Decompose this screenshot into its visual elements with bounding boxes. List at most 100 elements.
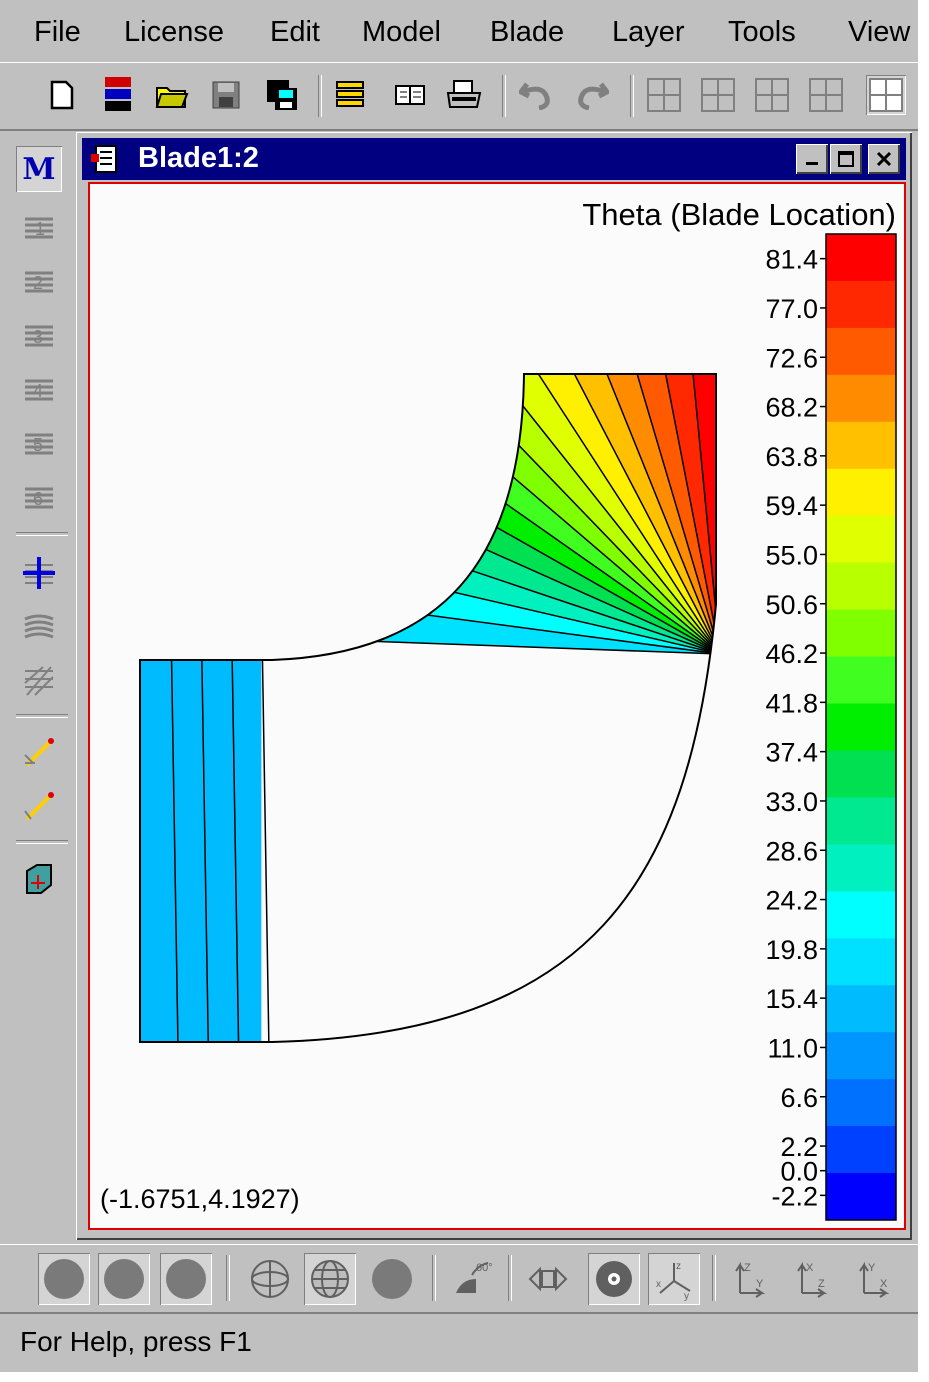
legend-label: 15.4 <box>765 984 818 1014</box>
legend-label: 6.6 <box>780 1083 818 1113</box>
legend-label: 24.2 <box>765 886 818 916</box>
new-file-button[interactable] <box>42 75 82 115</box>
center-button[interactable] <box>588 1253 640 1305</box>
layer-6-button[interactable]: 6 <box>16 476 62 522</box>
maximize-icon <box>838 151 854 167</box>
sphere-4-button[interactable] <box>366 1253 418 1305</box>
legend-swatch <box>826 750 896 798</box>
contour-line <box>260 583 272 1042</box>
shading-button[interactable]: 60° <box>446 1253 498 1305</box>
view-yx-icon: YX <box>859 1261 890 1298</box>
import-dat-iges-button[interactable] <box>98 75 138 115</box>
axes-icon: z x y <box>656 1261 691 1301</box>
report-button[interactable] <box>390 75 430 115</box>
window-layout-4-button[interactable] <box>806 75 846 115</box>
save-all-button[interactable] <box>262 75 302 115</box>
legend-label: 28.6 <box>765 836 818 866</box>
undo-button[interactable] <box>516 75 556 115</box>
open-button[interactable] <box>152 75 192 115</box>
minimize-icon <box>806 162 818 165</box>
menu-license[interactable]: License <box>124 16 224 48</box>
maximize-button[interactable] <box>830 144 862 174</box>
contour-plot-area[interactable]: Theta (Blade Location) 81.4 77.0 72.6 68.2 6… <box>88 182 906 1230</box>
svg-text:x: x <box>656 1279 661 1290</box>
contour-line <box>140 374 716 655</box>
layer-3-icon: 3 <box>25 325 53 347</box>
save-disk-icon <box>212 81 240 109</box>
draw-2-button[interactable] <box>16 784 62 830</box>
menu-file[interactable]: File <box>34 16 81 48</box>
svg-text:Z: Z <box>818 1278 825 1290</box>
contour-line <box>270 374 716 655</box>
grid-cube-button[interactable] <box>16 856 62 902</box>
legend-label: 11.0 <box>767 1033 818 1063</box>
minimize-button[interactable] <box>796 144 828 174</box>
window-layout-3-button[interactable] <box>752 75 792 115</box>
window-layout-1-button[interactable] <box>644 75 684 115</box>
menu-bar: File License Edit Model Blade Layer Tool… <box>0 0 918 72</box>
sphere-4-icon <box>372 1259 412 1299</box>
contour-line <box>140 374 716 655</box>
save-button[interactable] <box>206 75 246 115</box>
svg-text:Z: Z <box>744 1262 751 1274</box>
legend-label: 50.6 <box>765 590 818 620</box>
view-xz-icon: XZ <box>797 1261 828 1298</box>
legend-label: 55.0 <box>765 540 818 570</box>
layer-1-button[interactable]: 1 <box>16 206 62 252</box>
menu-tools[interactable]: Tools <box>728 16 796 48</box>
blade-view-window[interactable]: Blade1:2 Theta (Blade Loc <box>76 132 912 1240</box>
sphere-3-button[interactable] <box>160 1253 212 1305</box>
layer-stack-button[interactable] <box>330 75 370 115</box>
menu-model[interactable]: Model <box>362 16 441 48</box>
contour-line <box>230 583 242 1042</box>
window-layout-2-button[interactable] <box>698 75 738 115</box>
contour-line <box>140 374 716 655</box>
sphere-2-button[interactable] <box>98 1253 150 1305</box>
contour-line <box>165 374 716 655</box>
redo-button[interactable] <box>572 75 612 115</box>
legend-swatch <box>826 421 896 470</box>
toolbar-separator <box>16 714 68 718</box>
model-mode-button[interactable]: M <box>16 146 62 192</box>
window-layout-5-button[interactable] <box>866 75 906 115</box>
wireframe-button[interactable] <box>244 1253 296 1305</box>
axes-button[interactable]: z x y <box>648 1253 700 1305</box>
status-bar: For Help, press F1 <box>0 1312 918 1372</box>
svg-text:y: y <box>684 1291 689 1301</box>
fit-view-button[interactable] <box>522 1253 574 1305</box>
draw-button[interactable] <box>16 730 62 776</box>
crosshair-button[interactable] <box>16 550 62 596</box>
menu-edit[interactable]: Edit <box>270 16 320 48</box>
layer-4-button[interactable]: 4 <box>16 368 62 414</box>
sphere-1-button[interactable] <box>38 1253 90 1305</box>
globe-button[interactable] <box>304 1253 356 1305</box>
surface-button[interactable] <box>16 604 62 650</box>
contour-line <box>140 374 716 655</box>
layer-2-button[interactable]: 2 <box>16 260 62 306</box>
layer-4-icon: 4 <box>25 379 53 401</box>
status-help-text: For Help, press F1 <box>20 1326 252 1357</box>
print-button[interactable] <box>444 75 484 115</box>
view-zy-icon: ZY <box>735 1261 766 1298</box>
menu-blade[interactable]: Blade <box>490 16 565 48</box>
legend-label: 37.4 <box>765 738 818 768</box>
legend-label: 46.2 <box>765 639 818 669</box>
menu-layer[interactable]: Layer <box>612 16 685 48</box>
contour-band <box>140 374 716 654</box>
redo-icon <box>578 82 609 110</box>
window-title-bar[interactable]: Blade1:2 <box>82 138 906 180</box>
legend-title: Theta (Blade Location) <box>582 197 896 232</box>
shading-icon: 60° <box>456 1262 493 1293</box>
layer-3-button[interactable]: 3 <box>16 314 62 360</box>
menu-view[interactable]: View <box>848 16 911 48</box>
toolbar-separator <box>16 532 68 536</box>
contour-band <box>166 374 716 654</box>
legend-swatch <box>826 938 896 986</box>
layer-5-button[interactable]: 5 <box>16 422 62 468</box>
legend-swatch <box>826 234 896 282</box>
close-button[interactable] <box>868 144 900 174</box>
mesh-button[interactable] <box>16 658 62 704</box>
